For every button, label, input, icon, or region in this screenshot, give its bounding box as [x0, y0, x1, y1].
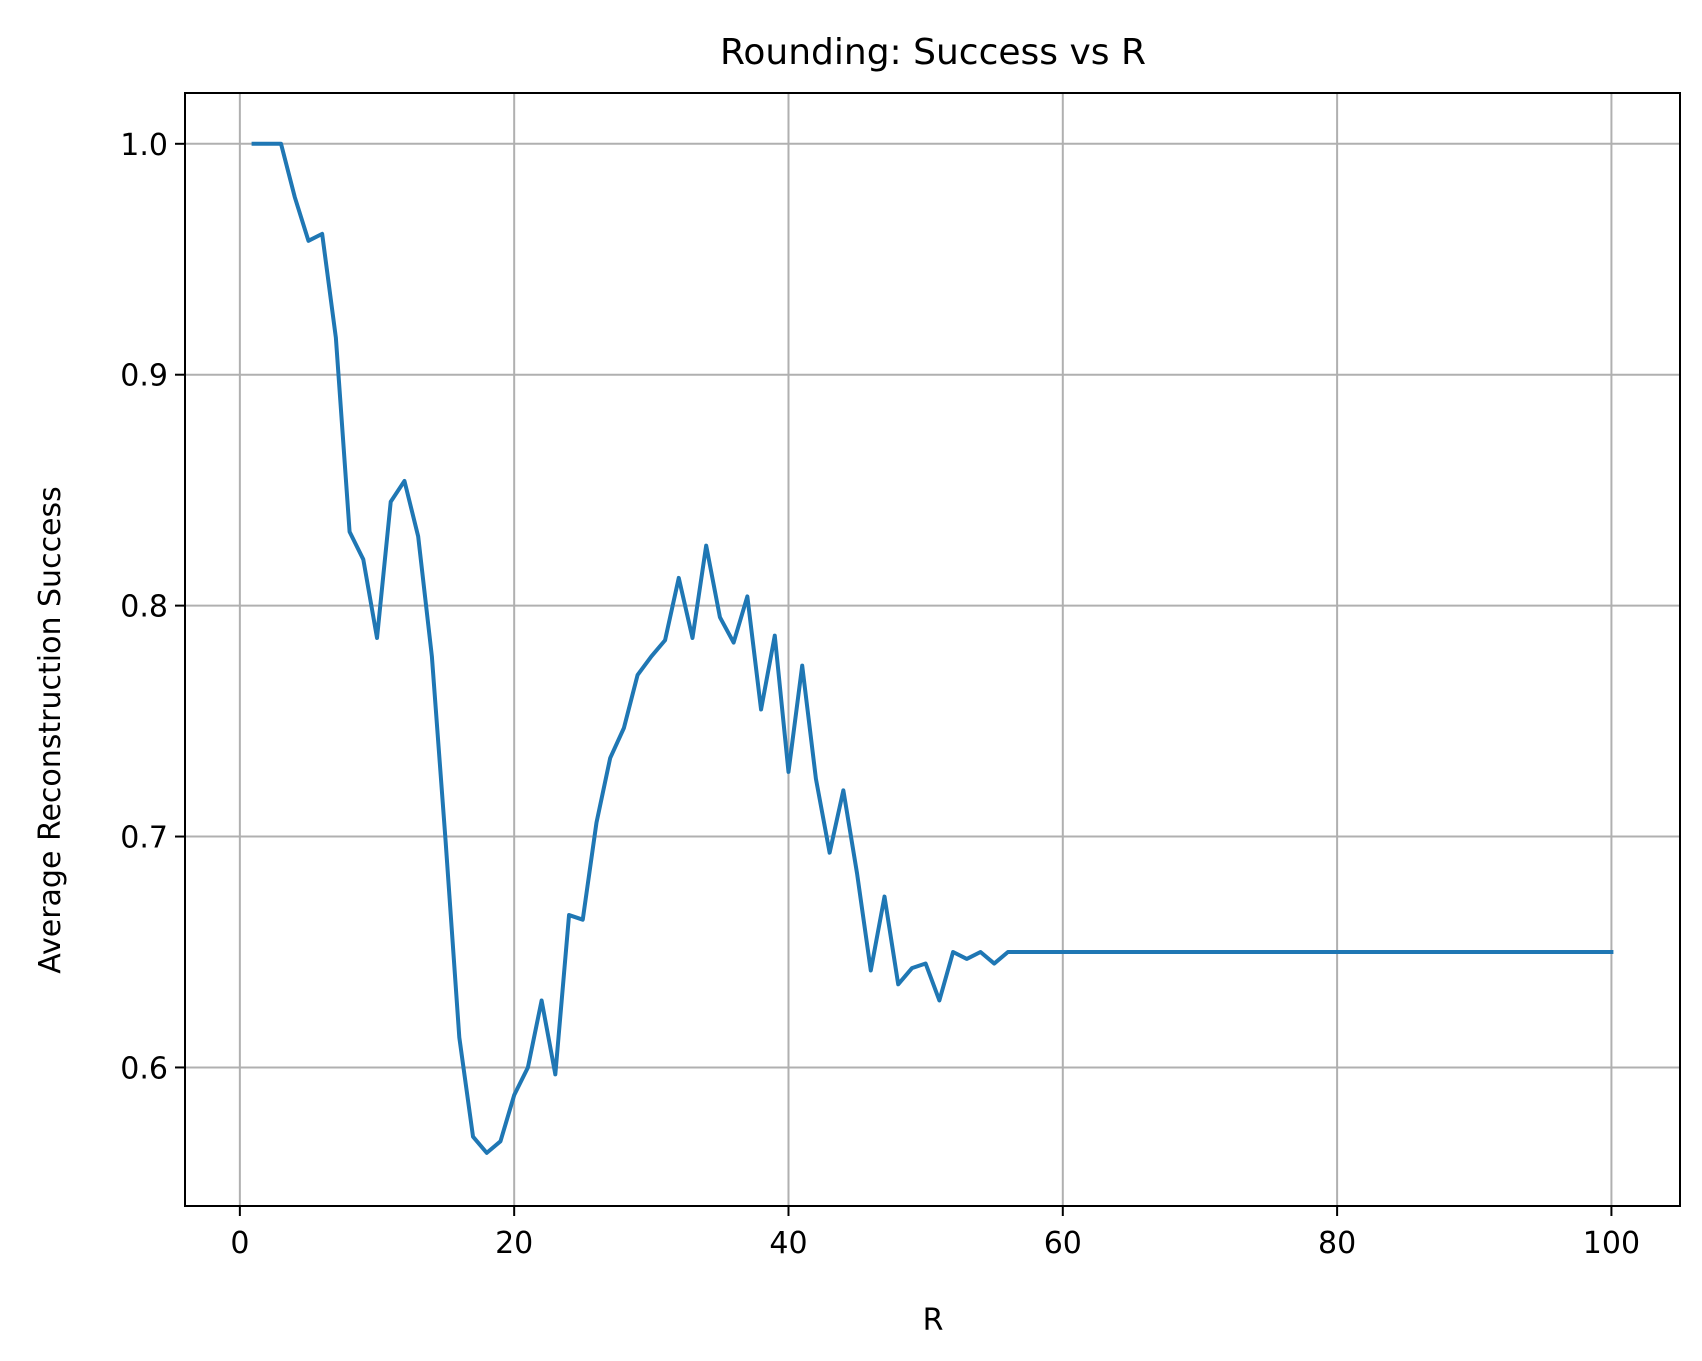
- x-axis-label: R: [923, 1303, 944, 1338]
- y-tick-label: 0.8: [120, 590, 168, 625]
- chart-title: Rounding: Success vs R: [720, 32, 1146, 73]
- x-tick-label: 100: [1583, 1226, 1640, 1261]
- y-axis-label: Average Reconstruction Success: [33, 486, 68, 974]
- x-tick-label: 60: [1044, 1226, 1082, 1261]
- series-line: [251, 141, 1614, 1155]
- grid: [185, 93, 1680, 1206]
- axes-frame: [184, 92, 1681, 1207]
- y-tick-label: 0.7: [120, 821, 168, 856]
- x-tick-label: 80: [1318, 1226, 1356, 1261]
- x-tick-label: 0: [230, 1226, 249, 1261]
- data-line-layer: [251, 141, 1614, 1155]
- x-tick-label: 20: [495, 1226, 533, 1261]
- ticks: 0 20 40 60 80 100 0.6 0.7 0.8 0.9 1.0: [120, 128, 1640, 1261]
- y-tick-label: 0.9: [120, 359, 168, 394]
- x-tick-label: 40: [769, 1226, 807, 1261]
- y-tick-label: 0.6: [120, 1051, 168, 1086]
- y-tick-label: 1.0: [120, 128, 168, 163]
